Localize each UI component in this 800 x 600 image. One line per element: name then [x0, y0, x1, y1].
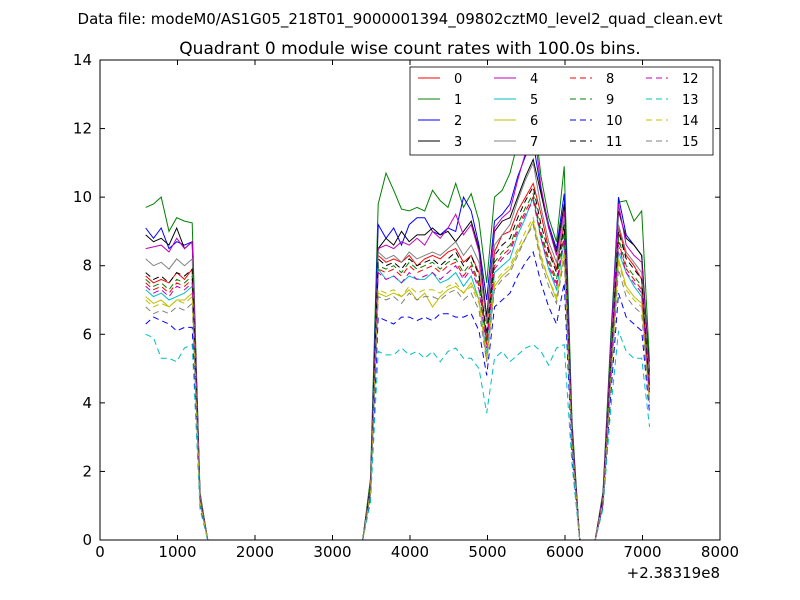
x-offset-label: +2.38319e8	[627, 564, 720, 582]
legend-label-9: 9	[606, 93, 614, 108]
legend-label-12: 12	[682, 72, 699, 87]
x-tick-label: 2000	[236, 543, 274, 561]
legend-label-0: 0	[454, 72, 462, 87]
legend-label-6: 6	[530, 114, 538, 129]
y-tick-label: 8	[82, 257, 92, 275]
legend-label-14: 14	[682, 114, 699, 129]
suptitle: Data file: modeM0/AS1G05_218T01_90000013…	[78, 10, 723, 29]
y-tick-label: 12	[73, 120, 92, 138]
x-tick-label: 8000	[701, 543, 739, 561]
legend-label-2: 2	[454, 114, 462, 129]
x-tick-label: 3000	[313, 543, 351, 561]
legend-label-3: 3	[454, 135, 462, 150]
y-tick-label: 10	[73, 188, 92, 206]
y-tick-label: 14	[73, 51, 92, 69]
legend-label-8: 8	[606, 72, 614, 87]
legend-box	[409, 66, 714, 156]
x-tick-label: 0	[95, 543, 105, 561]
legend-label-7: 7	[530, 135, 538, 150]
x-tick-label: 6000	[546, 543, 584, 561]
legend-label-4: 4	[530, 72, 538, 87]
series-line-13	[145, 330, 650, 541]
x-tick-label: 7000	[623, 543, 661, 561]
y-tick-label: 4	[82, 394, 92, 412]
axis-ticks: 0 1000 2000 3000 4000 5000 6000 7000 80000246810…	[73, 51, 739, 561]
legend-label-5: 5	[530, 93, 538, 108]
chart-title: Quadrant 0 module wise count rates with …	[179, 39, 640, 59]
legend-label-1: 1	[454, 93, 462, 108]
y-tick-label: 2	[82, 462, 92, 480]
y-tick-label: 0	[82, 531, 92, 549]
x-tick-label: 5000	[468, 543, 506, 561]
x-tick-label: 4000	[391, 543, 429, 561]
legend-label-10: 10	[606, 114, 623, 129]
x-tick-label: 1000	[158, 543, 196, 561]
legend-label-15: 15	[682, 135, 699, 150]
y-tick-label: 6	[82, 325, 92, 343]
legend-label-13: 13	[682, 93, 699, 108]
legend-label-11: 11	[606, 135, 623, 150]
